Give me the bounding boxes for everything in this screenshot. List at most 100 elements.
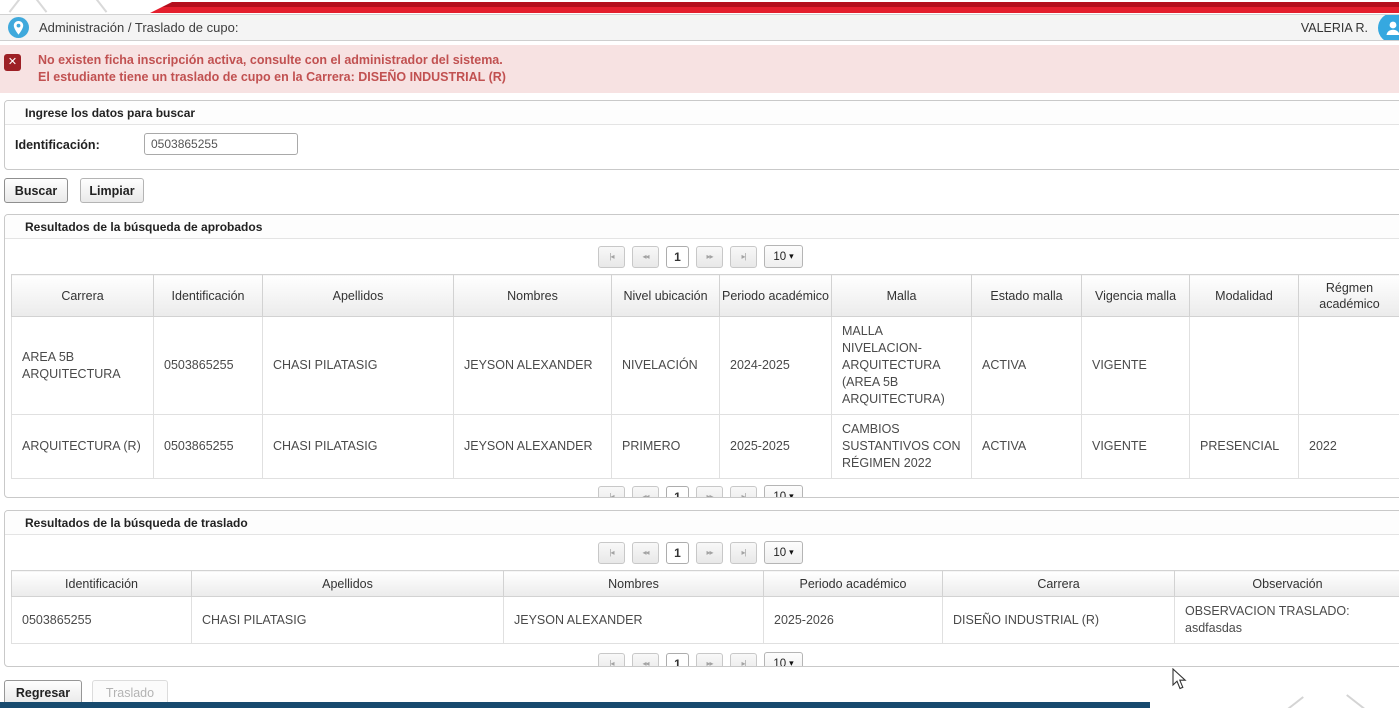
buscar-button[interactable]: Buscar — [4, 178, 68, 203]
error-alert: ✕ No existen ficha inscripción activa, c… — [0, 45, 1399, 93]
limpiar-button[interactable]: Limpiar — [80, 178, 144, 203]
col-apellidos[interactable]: Apellidos — [191, 570, 504, 597]
col-nivel-ubicacion[interactable]: Nivel ubicación — [611, 274, 720, 317]
col-modalidad[interactable]: Modalidad — [1189, 274, 1299, 317]
cell-periodo: 2025-2025 — [719, 414, 832, 479]
col-identificacion[interactable]: Identificación — [11, 570, 192, 597]
cell-vigencia: VIGENTE — [1081, 414, 1190, 479]
search-panel: Ingrese los datos para buscar Identifica… — [4, 100, 1399, 170]
page-size-select[interactable]: 10 ▾ — [764, 485, 803, 498]
chevron-down-icon: ▾ — [789, 658, 794, 667]
browser-edge-strip — [0, 0, 1399, 14]
page-size-value: 10 — [773, 546, 787, 559]
page-size-select[interactable]: 10 ▾ — [764, 245, 803, 268]
col-periodo-academico[interactable]: Periodo académico — [719, 274, 832, 317]
logged-user-name: VALERIA R. — [1300, 20, 1368, 35]
col-apellidos[interactable]: Apellidos — [262, 274, 454, 317]
col-malla[interactable]: Malla — [831, 274, 972, 317]
background-tab-edge — [8, 0, 22, 13]
cell-identificacion: 0503865255 — [153, 414, 263, 479]
prev-page-button[interactable]: ◂◂ — [632, 245, 659, 268]
next-page-button[interactable]: ▸▸ — [696, 245, 723, 268]
page-header: Administración / Traslado de cupo: VALER… — [0, 14, 1399, 41]
first-page-button[interactable]: |◂ — [598, 245, 625, 268]
table-row[interactable]: AREA 5B ARQUITECTURA 0503865255 CHASI PI… — [11, 316, 1399, 415]
next-page-button[interactable]: ▸▸ — [696, 485, 723, 497]
cell-nombres: JEYSON ALEXANDER — [453, 316, 612, 415]
location-pin-icon — [8, 17, 29, 38]
cell-estado: ACTIVA — [971, 316, 1082, 415]
prev-page-button[interactable]: ◂◂ — [632, 485, 659, 497]
last-page-button[interactable]: ▸| — [730, 485, 757, 497]
page-size-value: 10 — [773, 250, 787, 263]
cell-estado: ACTIVA — [971, 414, 1082, 479]
cell-periodo: 2025-2026 — [763, 596, 943, 644]
cell-carrera: AREA 5B ARQUITECTURA — [11, 316, 154, 415]
page-size-select[interactable]: 10 ▾ — [764, 652, 803, 667]
current-page-button[interactable]: 1 — [666, 541, 689, 564]
cell-nivel: NIVELACIÓN — [611, 316, 720, 415]
cell-nombres: JEYSON ALEXANDER — [503, 596, 764, 644]
col-carrera[interactable]: Carrera — [11, 274, 154, 317]
identificacion-label: Identificación: — [15, 138, 100, 152]
cell-malla: MALLA NIVELACION-ARQUITECTURA (AREA 5B A… — [831, 316, 972, 415]
table-row[interactable]: ARQUITECTURA (R) 0503865255 CHASI PILATA… — [11, 414, 1399, 479]
last-page-button[interactable]: ▸| — [730, 245, 757, 268]
cell-malla: CAMBIOS SUSTANTIVOS CON RÉGIMEN 2022 — [831, 414, 972, 479]
traslado-panel-title: Resultados de la búsqueda de traslado — [5, 511, 1399, 535]
table-row[interactable]: 0503865255 CHASI PILATASIG JEYSON ALEXAN… — [11, 596, 1399, 644]
cell-apellidos: CHASI PILATASIG — [262, 316, 454, 415]
aprobados-results-panel: Resultados de la búsqueda de aprobados |… — [4, 214, 1399, 498]
current-page-button[interactable]: 1 — [666, 245, 689, 268]
cell-carrera: DISEÑO INDUSTRIAL (R) — [942, 596, 1175, 644]
cell-nombres: JEYSON ALEXANDER — [453, 414, 612, 479]
brand-red-banner — [150, 2, 1399, 13]
next-page-button[interactable]: ▸▸ — [696, 652, 723, 666]
error-line-2-text: El estudiante tiene un traslado de cupo … — [38, 70, 359, 84]
identificacion-input[interactable] — [144, 133, 298, 155]
aprobados-bottom-paginator: |◂ ◂◂ 1 ▸▸ ▸| 10 ▾ — [5, 485, 1396, 498]
prev-page-button[interactable]: ◂◂ — [632, 541, 659, 564]
current-page-button[interactable]: 1 — [666, 652, 689, 666]
first-page-button[interactable]: |◂ — [598, 541, 625, 564]
traslado-table: Identificación Apellidos Nombres Periodo… — [11, 570, 1399, 644]
last-page-button[interactable]: ▸| — [730, 652, 757, 666]
chevron-down-icon: ▾ — [789, 491, 794, 498]
cell-regimen — [1298, 316, 1399, 415]
cell-nivel: PRIMERO — [611, 414, 720, 479]
cell-modalidad: PRESENCIAL — [1189, 414, 1299, 479]
aprobados-top-paginator: |◂ ◂◂ 1 ▸▸ ▸| 10 ▾ — [5, 245, 1396, 268]
bottom-navy-bar — [0, 702, 1150, 708]
current-page-button[interactable]: 1 — [666, 485, 689, 497]
cell-identificacion: 0503865255 — [11, 596, 192, 644]
traslado-results-panel: Resultados de la búsqueda de traslado |◂… — [4, 510, 1399, 667]
chevron-down-icon: ▾ — [789, 251, 794, 261]
first-page-button[interactable]: |◂ — [598, 652, 625, 666]
aprobados-header-row: Carrera Identificación Apellidos Nombres… — [11, 274, 1399, 317]
regresar-button[interactable]: Regresar — [4, 680, 82, 705]
last-page-button[interactable]: ▸| — [730, 541, 757, 564]
cell-modalidad — [1189, 316, 1299, 415]
next-page-button[interactable]: ▸▸ — [696, 541, 723, 564]
col-regimen-academico[interactable]: Régmen académico — [1298, 274, 1399, 317]
error-line-2: El estudiante tiene un traslado de cupo … — [38, 69, 506, 86]
prev-page-button[interactable]: ◂◂ — [632, 652, 659, 666]
cell-apellidos: CHASI PILATASIG — [191, 596, 504, 644]
aprobados-table: Carrera Identificación Apellidos Nombres… — [11, 274, 1399, 479]
page-size-select[interactable]: 10 ▾ — [764, 541, 803, 564]
col-vigencia-malla[interactable]: Vigencia malla — [1081, 274, 1190, 317]
user-avatar-icon[interactable] — [1378, 15, 1399, 40]
first-page-button[interactable]: |◂ — [598, 485, 625, 497]
chevron-down-icon: ▾ — [789, 547, 794, 557]
col-nombres[interactable]: Nombres — [453, 274, 612, 317]
col-nombres[interactable]: Nombres — [503, 570, 764, 597]
cell-vigencia: VIGENTE — [1081, 316, 1190, 415]
col-periodo-academico[interactable]: Periodo académico — [763, 570, 943, 597]
background-window-edge — [1346, 694, 1368, 708]
col-estado-malla[interactable]: Estado malla — [971, 274, 1082, 317]
cell-regimen: 2022 — [1298, 414, 1399, 479]
col-observacion[interactable]: Observación — [1174, 570, 1399, 597]
col-carrera[interactable]: Carrera — [942, 570, 1175, 597]
cell-observacion: OBSERVACION TRASLADO: asdfasdas — [1174, 596, 1399, 644]
col-identificacion[interactable]: Identificación — [153, 274, 263, 317]
